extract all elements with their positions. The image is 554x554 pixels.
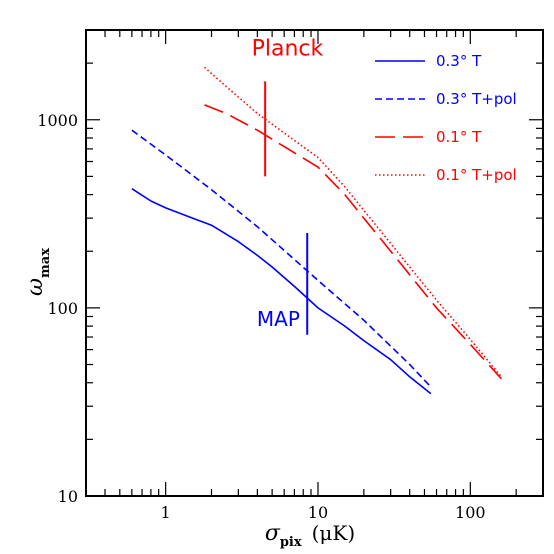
y-tick-label: 100 bbox=[47, 299, 78, 318]
legend-label-1: 0.3° T bbox=[436, 52, 482, 70]
series-layer bbox=[131, 66, 503, 395]
series-line-1 bbox=[131, 188, 432, 395]
axis-ticks bbox=[85, 29, 544, 497]
legend-label-3: 0.1° T bbox=[436, 128, 482, 146]
y-tick-label: 10 bbox=[58, 487, 78, 506]
legend: 0.3° T 0.3° T+pol 0.1° T 0.1° T+pol bbox=[375, 52, 517, 184]
series-line-2 bbox=[131, 129, 432, 388]
x-tick-label: 1 bbox=[161, 503, 171, 522]
planck-label: Planck bbox=[252, 36, 324, 61]
x-tick-label: 100 bbox=[455, 503, 486, 522]
legend-label-4: 0.1° T+pol bbox=[436, 166, 517, 184]
y-tick-label: 1000 bbox=[37, 111, 78, 130]
x-axis-label: σpix (μK) bbox=[265, 521, 355, 550]
tick-labels: 1 10 100 10 100 1000 bbox=[37, 111, 485, 522]
map-label: MAP bbox=[257, 307, 300, 331]
plot-frame bbox=[85, 29, 544, 497]
legend-label-2: 0.3° T+pol bbox=[436, 90, 517, 108]
y-axis-label: ωmax bbox=[23, 248, 53, 296]
series-line-3 bbox=[204, 104, 502, 380]
x-tick-label: 10 bbox=[308, 503, 328, 522]
annotation-layer: Planck MAP bbox=[252, 36, 324, 335]
